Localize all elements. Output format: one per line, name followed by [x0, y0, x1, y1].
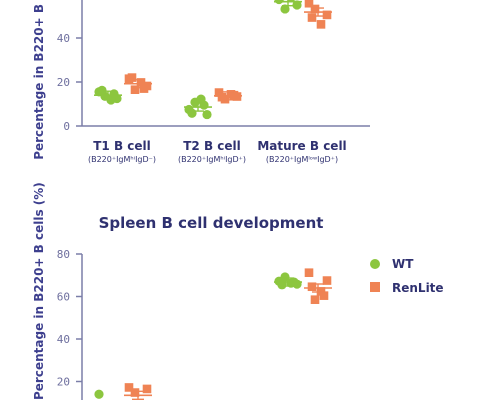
top-y-tick-label: 40: [57, 32, 70, 45]
top-point-wt: [202, 109, 212, 120]
bottom-point-renlite: [142, 384, 152, 394]
bottom-point-renlite: [304, 268, 314, 277]
top-y-tick-label: 0: [63, 120, 70, 133]
bottom-y-tick-label: 40: [57, 333, 70, 346]
top-point-renlite: [139, 84, 149, 93]
bottom-point-renlite: [319, 291, 329, 300]
top-point-renlite: [214, 88, 224, 97]
bottom-point-renlite: [322, 276, 332, 285]
category-sublabel-t2: (B220⁺IgMʰⁱIgD⁺): [178, 155, 246, 164]
top-point-renlite: [304, 0, 314, 8]
category-sublabel-t1: (B220⁺IgMʰⁱIgD⁻): [88, 155, 156, 164]
chart-title: Spleen B cell development: [99, 214, 324, 232]
bottom-y-axis-label: Percentage in B220+ B cells (%): [32, 182, 46, 400]
legend: WT RenLite: [370, 257, 444, 295]
top-y-axis-label: Percentage in B220+ B: [32, 4, 46, 160]
top-point-wt: [187, 108, 197, 118]
top-point-wt: [97, 85, 107, 95]
top-point-renlite: [316, 20, 326, 29]
bottom-point-renlite: [130, 388, 140, 397]
bottom-point-renlite: [307, 282, 317, 292]
category-label-t2: T2 B cell: [183, 139, 241, 153]
top-point-wt: [280, 4, 290, 14]
bottom-y-tick-label: 60: [57, 291, 70, 304]
legend-wt-marker: [370, 259, 380, 269]
category-sublabel-mature: (B220⁺IgMˡᵒʷIgD⁺): [266, 155, 338, 164]
top-point-wt: [199, 100, 209, 110]
category-label-mature: Mature B cell: [257, 139, 346, 153]
top-point-wt: [292, 0, 302, 10]
bottom-chart: Spleen B cell development Percentage in …: [32, 182, 444, 400]
top-point-renlite: [136, 78, 146, 87]
top-point-renlite: [130, 85, 140, 94]
top-point-renlite: [322, 10, 332, 20]
legend-renlite-label: RenLite: [392, 281, 444, 295]
top-point-renlite: [307, 13, 317, 22]
top-point-renlite: [310, 4, 320, 14]
bottom-y-tick-label: 80: [57, 248, 70, 261]
top-chart: Percentage in B220+ B 0 20 40 T1 B cell (B…: [32, 0, 370, 164]
legend-renlite-marker: [370, 282, 380, 292]
bottom-point-wt: [94, 389, 104, 399]
category-label-t1: T1 B cell: [93, 139, 151, 153]
top-y-tick-label: 20: [57, 76, 70, 89]
legend-wt-label: WT: [392, 257, 414, 271]
top-point-wt: [279, 0, 285, 1]
top-point-renlite: [217, 92, 227, 102]
top-point-renlite: [127, 73, 137, 82]
bottom-y-tick-label: 20: [57, 376, 70, 389]
bottom-point-renlite: [310, 295, 320, 304]
bottom-point-renlite: [124, 383, 134, 392]
